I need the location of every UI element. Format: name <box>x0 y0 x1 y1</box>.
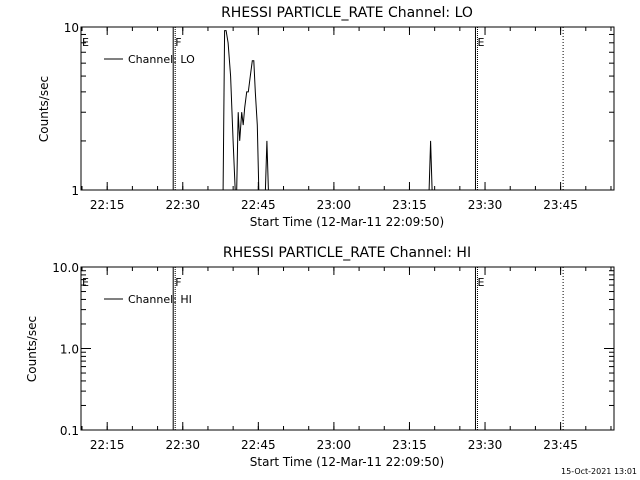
legend-hi: Channel: HI <box>104 293 192 306</box>
x-tick-label-lo: 23:15 <box>392 198 427 212</box>
marker-f-lo: F <box>175 36 181 49</box>
plot-frame-hi <box>80 266 615 431</box>
legend-label-lo: Channel: LO <box>128 53 195 66</box>
y-tick-label-hi: 10.0 <box>52 261 79 275</box>
x-tick-label-hi: 23:45 <box>543 438 578 452</box>
y-tick-label-hi: 1.0 <box>60 343 79 357</box>
series-line-lo <box>221 30 434 191</box>
axes-lo: 22:15 22:30 22:45 23:00 23:15 23:30 23:45 1 10 <box>64 21 614 212</box>
x-tick-label-lo: 22:45 <box>241 198 276 212</box>
y-tick-label-lo: 10 <box>64 21 79 35</box>
plot-frame-lo <box>80 26 615 191</box>
vlines-lo <box>172 27 564 190</box>
marker-e-lo: E <box>82 36 89 49</box>
x-tick-label-lo: 23:00 <box>317 198 352 212</box>
x-tick-label-hi: 22:30 <box>165 438 200 452</box>
y-axis-label-lo: Counts/sec <box>37 76 51 142</box>
x-tick-label-hi: 22:45 <box>241 438 276 452</box>
axes-hi: 22:15 22:30 22:45 23:00 23:15 23:30 23:45 0.1 1.… <box>52 261 614 452</box>
x-tick-label-hi: 23:00 <box>317 438 352 452</box>
x-axis-label-hi: Start Time (12-Mar-11 22:09:50) <box>250 455 444 469</box>
panel-hi: RHESSI PARTICLE_RATE Channel: HI 22:15 22… <box>25 245 615 469</box>
marker-e-hi: E <box>477 276 484 289</box>
generated-timestamp: 15-Oct-2021 13:01 <box>561 467 637 476</box>
y-axis-label-hi: Counts/sec <box>25 316 39 382</box>
chart-title-hi: RHESSI PARTICLE_RATE Channel: HI <box>223 245 471 261</box>
x-tick-label-hi: 23:30 <box>468 438 503 452</box>
x-axis-label-lo: Start Time (12-Mar-11 22:09:50) <box>250 215 444 229</box>
chart-title-lo: RHESSI PARTICLE_RATE Channel: LO <box>221 5 473 21</box>
x-tick-label-lo: 22:30 <box>165 198 200 212</box>
x-tick-label-hi: 23:15 <box>392 438 427 452</box>
marker-e-hi: E <box>82 276 89 289</box>
vlines-hi <box>172 267 564 430</box>
panel-lo: RHESSI PARTICLE_RATE Channel: LO 22:15 22… <box>37 5 615 229</box>
legend-label-hi: Channel: HI <box>128 293 192 306</box>
x-tick-label-lo: 23:45 <box>543 198 578 212</box>
x-tick-label-lo: 22:15 <box>90 198 125 212</box>
legend-lo: Channel: LO <box>104 53 195 66</box>
y-tick-label-hi: 0.1 <box>60 424 79 438</box>
marker-e-lo: E <box>477 36 484 49</box>
marker-f-hi: F <box>175 276 181 289</box>
y-tick-label-lo: 1 <box>71 184 79 198</box>
x-tick-label-hi: 22:15 <box>90 438 125 452</box>
x-tick-label-lo: 23:30 <box>468 198 503 212</box>
